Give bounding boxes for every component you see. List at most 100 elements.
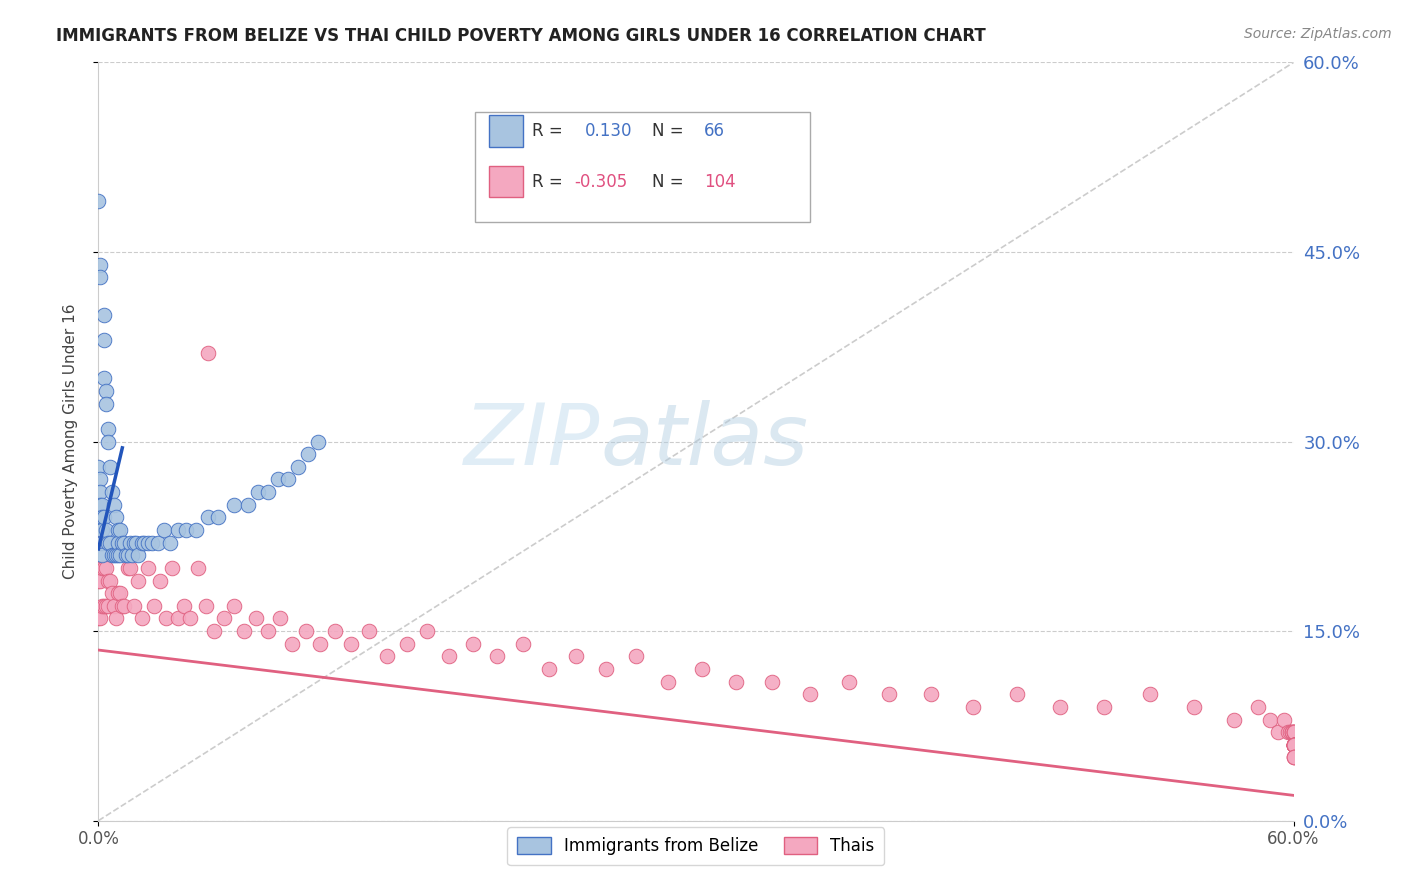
Point <box>537 662 560 676</box>
Text: N =: N = <box>652 122 683 140</box>
Point <box>1005 687 1028 701</box>
Point <box>690 662 713 676</box>
Point <box>103 599 125 613</box>
Point <box>91 561 114 575</box>
Point <box>1282 738 1305 752</box>
Point <box>121 548 143 563</box>
Point <box>97 599 120 613</box>
Point <box>97 574 120 588</box>
Point <box>112 535 135 549</box>
Point <box>1282 738 1305 752</box>
Point <box>97 535 120 549</box>
Point <box>98 459 122 474</box>
Point <box>962 699 984 714</box>
Point <box>103 498 125 512</box>
Point <box>626 649 648 664</box>
Point <box>110 523 132 537</box>
Point <box>98 535 122 549</box>
Point <box>1139 687 1161 701</box>
Point <box>160 561 183 575</box>
Point <box>287 459 309 474</box>
Point <box>159 535 181 549</box>
Point <box>197 346 219 360</box>
Text: 104: 104 <box>704 172 735 191</box>
Point <box>799 687 821 701</box>
Point <box>93 510 115 524</box>
Point <box>232 624 254 639</box>
Point <box>87 574 110 588</box>
Point <box>97 434 120 449</box>
Point <box>91 523 114 537</box>
Point <box>89 535 111 549</box>
Point <box>131 535 153 549</box>
Point <box>1282 738 1305 752</box>
Point <box>110 548 132 563</box>
Point <box>111 535 134 549</box>
Point <box>920 687 942 701</box>
Point <box>179 611 201 625</box>
Point <box>1277 725 1299 739</box>
Point <box>96 384 118 398</box>
Point <box>167 611 190 625</box>
Point <box>143 599 166 613</box>
Point <box>724 674 747 689</box>
Point <box>1282 738 1305 752</box>
Point <box>340 637 363 651</box>
Point <box>120 561 142 575</box>
Point <box>1282 738 1305 752</box>
Point <box>148 535 170 549</box>
Point <box>107 548 129 563</box>
Point <box>101 586 124 600</box>
Point <box>89 498 111 512</box>
Point <box>105 548 128 563</box>
Point <box>359 624 381 639</box>
Point <box>1049 699 1071 714</box>
Point <box>96 599 118 613</box>
Point <box>87 194 110 209</box>
Text: ZIP: ZIP <box>464 400 600 483</box>
Point <box>93 308 115 322</box>
Point <box>197 510 219 524</box>
Point <box>277 473 299 487</box>
Point <box>297 447 319 461</box>
Point <box>96 523 118 537</box>
Text: Source: ZipAtlas.com: Source: ZipAtlas.com <box>1244 27 1392 41</box>
Point <box>149 574 172 588</box>
Point <box>1282 725 1305 739</box>
Point <box>1282 738 1305 752</box>
Point <box>437 649 460 664</box>
Point <box>125 535 148 549</box>
Text: R =: R = <box>533 122 562 140</box>
Point <box>1282 738 1305 752</box>
Point <box>1281 725 1303 739</box>
Point <box>1282 738 1305 752</box>
Point <box>96 561 118 575</box>
Point <box>110 586 132 600</box>
Point <box>308 637 330 651</box>
Point <box>1258 713 1281 727</box>
Point <box>105 510 128 524</box>
Point <box>120 535 142 549</box>
Point <box>103 548 125 563</box>
Point <box>461 637 484 651</box>
Text: 66: 66 <box>704 122 725 140</box>
Point <box>96 396 118 410</box>
Text: -0.305: -0.305 <box>574 172 627 191</box>
Point <box>1282 725 1305 739</box>
Point <box>89 574 111 588</box>
Point <box>93 599 115 613</box>
FancyBboxPatch shape <box>489 115 523 147</box>
Point <box>187 561 209 575</box>
Point <box>91 548 114 563</box>
Point <box>91 498 114 512</box>
Point <box>245 611 267 625</box>
Point <box>1282 738 1305 752</box>
Point <box>195 599 218 613</box>
Point <box>222 599 245 613</box>
Point <box>212 611 235 625</box>
Point <box>222 498 245 512</box>
Point <box>1282 725 1305 739</box>
Point <box>256 624 278 639</box>
Point <box>1282 738 1305 752</box>
Point <box>256 485 278 500</box>
